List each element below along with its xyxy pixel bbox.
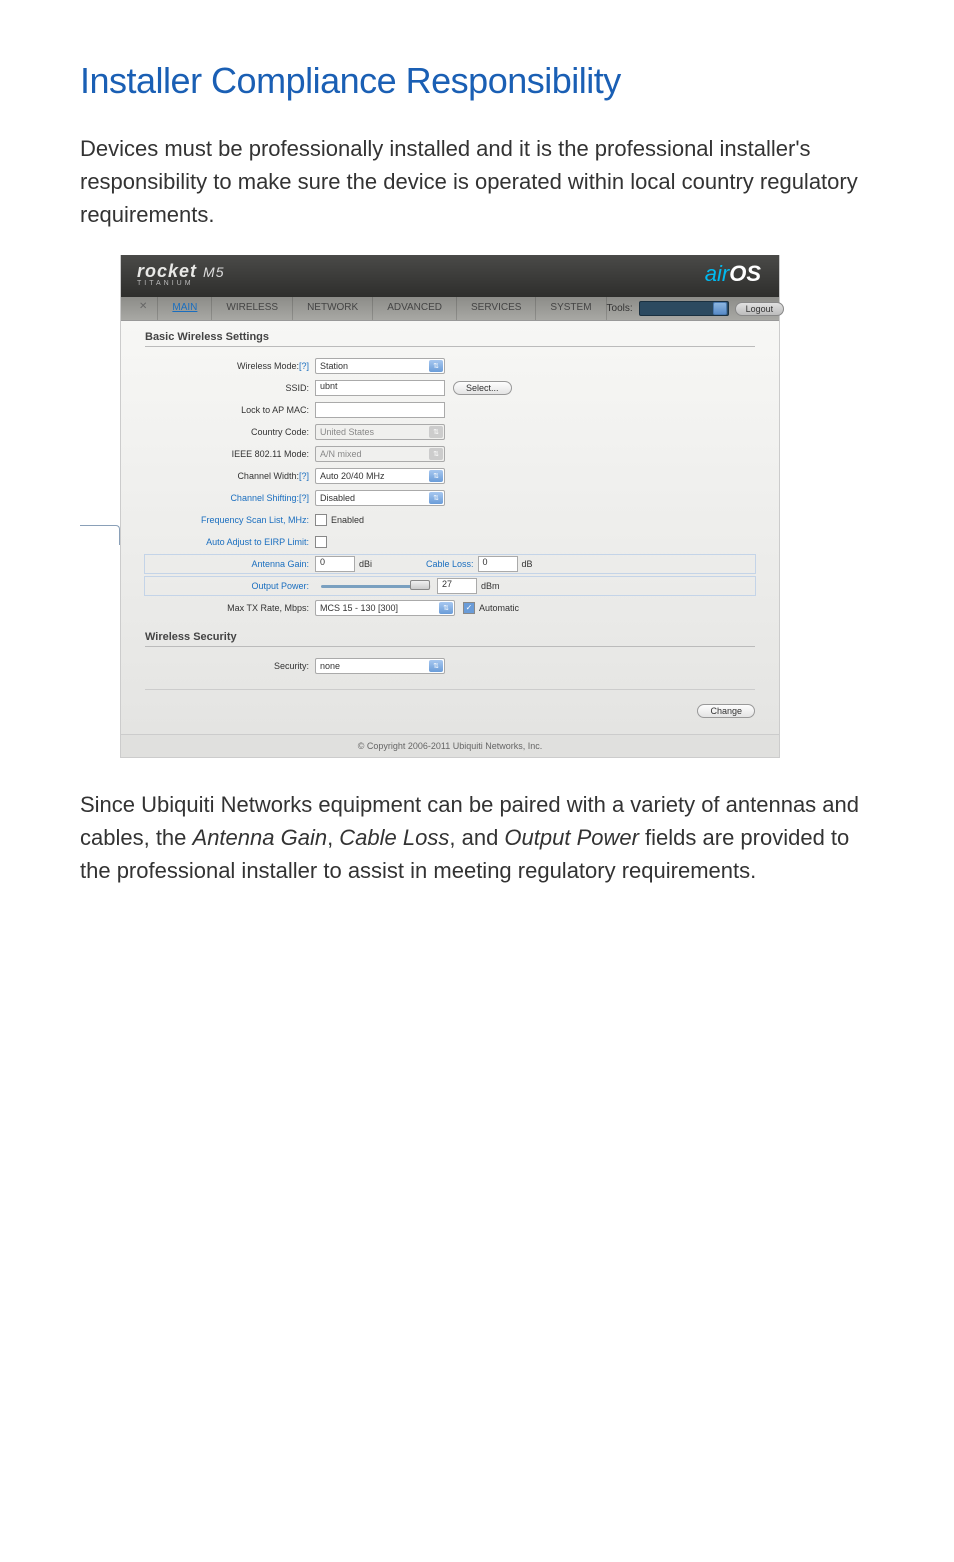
select-arrow-icon: ⇅ bbox=[429, 426, 443, 438]
tools-dropdown[interactable] bbox=[639, 301, 729, 316]
tab-wireless[interactable]: WIRELESS bbox=[212, 297, 293, 320]
output-power-unit: dBm bbox=[481, 581, 500, 591]
brand-sub: TITANIUM bbox=[137, 280, 225, 287]
ssid-label: SSID: bbox=[145, 383, 315, 393]
maxtx-auto-label: Automatic bbox=[479, 603, 519, 613]
outro-paragraph: Since Ubiquiti Networks equipment can be… bbox=[80, 788, 874, 887]
screenshot-content: Basic Wireless Settings Wireless Mode:[?… bbox=[121, 321, 779, 734]
airos-prefix: air bbox=[705, 261, 729, 286]
tab-home-icon[interactable]: ✕ bbox=[129, 297, 158, 320]
country-label: Country Code: bbox=[145, 427, 315, 437]
screenshot-container: rocket M5 TITANIUM airOS ✕ MAIN WIRELESS… bbox=[80, 255, 874, 758]
slider-thumb[interactable] bbox=[410, 580, 430, 590]
maxtx-select[interactable]: MCS 15 - 130 [300]⇅ bbox=[315, 600, 455, 616]
output-power-row: Output Power: 27 dBm bbox=[145, 577, 755, 595]
intro-paragraph: Devices must be professionally installed… bbox=[80, 132, 874, 231]
brand-name: rocket bbox=[137, 261, 197, 281]
tab-services[interactable]: SERVICES bbox=[457, 297, 536, 320]
ieee-select: A/N mixed⇅ bbox=[315, 446, 445, 462]
ssid-input[interactable]: ubnt bbox=[315, 380, 445, 396]
cable-loss-unit: dB bbox=[522, 559, 533, 569]
channel-width-select[interactable]: Auto 20/40 MHz⇅ bbox=[315, 468, 445, 484]
lock-mac-input[interactable] bbox=[315, 402, 445, 418]
wireless-mode-label: Wireless Mode:[?] bbox=[145, 361, 315, 371]
cable-loss-input[interactable]: 0 bbox=[478, 556, 518, 572]
security-section-title: Wireless Security bbox=[145, 631, 755, 647]
brand-model: M5 bbox=[203, 264, 224, 280]
security-label: Security: bbox=[145, 661, 315, 671]
callout-connector bbox=[80, 525, 120, 545]
screenshot-footer: © Copyright 2006-2011 Ubiquiti Networks,… bbox=[121, 734, 779, 757]
antenna-gain-unit: dBi bbox=[359, 559, 372, 569]
airos-logo: airOS bbox=[705, 261, 761, 287]
security-select[interactable]: none⇅ bbox=[315, 658, 445, 674]
outro-italic-cable: Cable Loss bbox=[339, 825, 449, 850]
output-power-input[interactable]: 27 bbox=[437, 578, 477, 594]
tab-system[interactable]: SYSTEM bbox=[536, 297, 606, 320]
outro-text: , bbox=[327, 825, 339, 850]
channel-shifting-select[interactable]: Disabled⇅ bbox=[315, 490, 445, 506]
device-logo: rocket M5 TITANIUM bbox=[137, 261, 225, 295]
country-select: United States⇅ bbox=[315, 424, 445, 440]
antenna-gain-input[interactable]: 0 bbox=[315, 556, 355, 572]
freq-scan-checkbox[interactable] bbox=[315, 514, 327, 526]
eirp-label: Auto Adjust to EIRP Limit: bbox=[145, 537, 315, 547]
select-arrow-icon: ⇅ bbox=[429, 360, 443, 372]
divider bbox=[145, 689, 755, 690]
freq-scan-suffix: Enabled bbox=[331, 515, 364, 525]
tab-bar: ✕ MAIN WIRELESS NETWORK ADVANCED SERVICE… bbox=[121, 297, 779, 321]
select-arrow-icon: ⇅ bbox=[429, 448, 443, 460]
eirp-checkbox[interactable] bbox=[315, 536, 327, 548]
ssid-select-button[interactable]: Select... bbox=[453, 381, 512, 395]
basic-section-title: Basic Wireless Settings bbox=[145, 331, 755, 347]
screenshot-header: rocket M5 TITANIUM airOS bbox=[121, 255, 779, 297]
select-arrow-icon: ⇅ bbox=[429, 470, 443, 482]
change-button[interactable]: Change bbox=[697, 704, 755, 718]
tab-advanced[interactable]: ADVANCED bbox=[373, 297, 457, 320]
wireless-mode-select[interactable]: Station⇅ bbox=[315, 358, 445, 374]
cable-loss-label: Cable Loss: bbox=[426, 559, 474, 569]
select-arrow-icon: ⇅ bbox=[439, 602, 453, 614]
page-title: Installer Compliance Responsibility bbox=[80, 60, 874, 102]
select-arrow-icon: ⇅ bbox=[429, 492, 443, 504]
logout-button[interactable]: Logout bbox=[735, 302, 785, 316]
tab-main[interactable]: MAIN bbox=[158, 297, 212, 320]
airos-screenshot: rocket M5 TITANIUM airOS ✕ MAIN WIRELESS… bbox=[120, 255, 780, 758]
select-arrow-icon: ⇅ bbox=[429, 660, 443, 672]
freq-scan-label: Frequency Scan List, MHz: bbox=[145, 515, 315, 525]
lock-mac-label: Lock to AP MAC: bbox=[145, 405, 315, 415]
channel-shifting-label: Channel Shifting:[?] bbox=[145, 493, 315, 503]
airos-suffix: OS bbox=[729, 261, 761, 286]
outro-italic-antenna: Antenna Gain bbox=[193, 825, 328, 850]
tab-network[interactable]: NETWORK bbox=[293, 297, 373, 320]
antenna-gain-label: Antenna Gain: bbox=[145, 559, 315, 569]
output-power-label: Output Power: bbox=[145, 581, 315, 591]
maxtx-auto-checkbox[interactable]: ✓ bbox=[463, 602, 475, 614]
outro-italic-power: Output Power bbox=[504, 825, 639, 850]
channel-width-label: Channel Width:[?] bbox=[145, 471, 315, 481]
ieee-label: IEEE 802.11 Mode: bbox=[145, 449, 315, 459]
maxtx-label: Max TX Rate, Mbps: bbox=[145, 603, 315, 613]
tools-label: Tools: bbox=[607, 303, 633, 314]
antenna-gain-row: Antenna Gain: 0 dBi Cable Loss: 0 dB bbox=[145, 555, 755, 573]
outro-text: , and bbox=[449, 825, 504, 850]
output-power-slider[interactable] bbox=[321, 583, 431, 589]
tools-dropdown-arrow[interactable] bbox=[713, 302, 727, 315]
